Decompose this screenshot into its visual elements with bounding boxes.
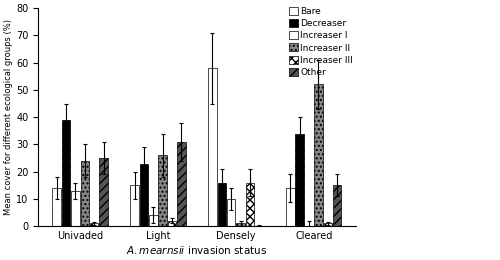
Bar	[80, 161, 89, 226]
Bar	[286, 188, 294, 226]
Bar	[168, 221, 176, 226]
Bar	[52, 188, 61, 226]
Bar	[90, 223, 98, 226]
Bar	[227, 199, 235, 226]
X-axis label: $\it{A. mearnsii}$ invasion status: $\it{A. mearnsii}$ invasion status	[126, 244, 268, 256]
Bar	[218, 183, 226, 226]
Bar	[62, 120, 70, 226]
Bar	[246, 183, 254, 226]
Bar	[236, 223, 245, 226]
Bar	[71, 191, 80, 226]
Bar	[149, 215, 158, 226]
Bar	[177, 142, 186, 226]
Bar	[314, 84, 322, 226]
Bar	[208, 68, 216, 226]
Bar	[333, 185, 342, 226]
Bar	[140, 164, 148, 226]
Bar	[130, 185, 139, 226]
Bar	[158, 155, 167, 226]
Bar	[324, 223, 332, 226]
Bar	[296, 134, 304, 226]
Legend: Bare, Decreaser, Increaser I, Increaser II, Increaser III, Other: Bare, Decreaser, Increaser I, Increaser …	[287, 5, 355, 79]
Bar	[100, 158, 108, 226]
Y-axis label: Mean cover for different ecological groups (%): Mean cover for different ecological grou…	[4, 19, 13, 215]
